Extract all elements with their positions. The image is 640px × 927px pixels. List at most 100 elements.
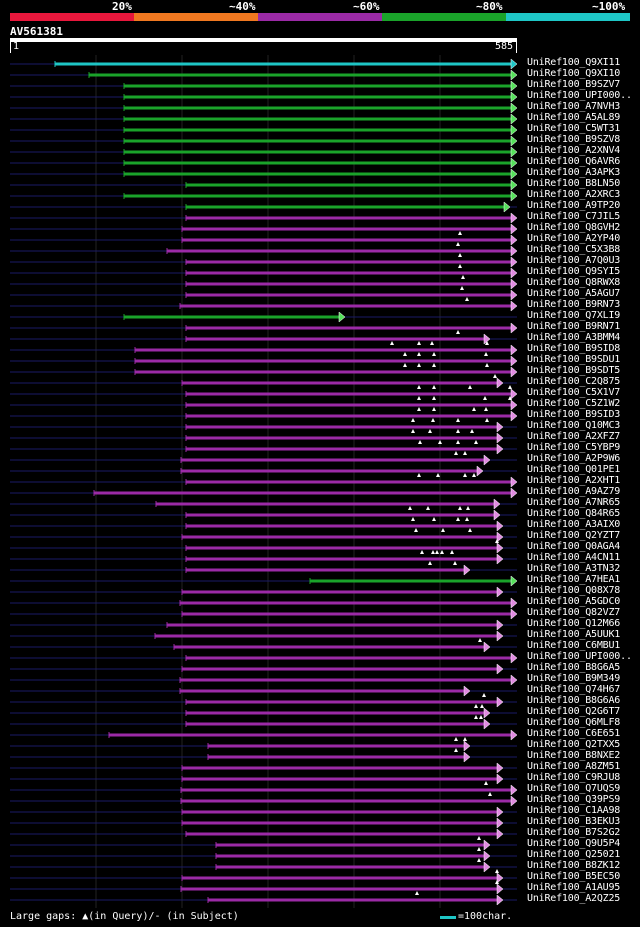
hit-label[interactable]: UniRef100_Q01PE1 — [527, 464, 621, 475]
hit-arrow-icon — [496, 883, 504, 895]
hit-label[interactable]: UniRef100_A5AL89 — [527, 112, 621, 123]
hit-label[interactable]: UniRef100_C6MBU1 — [527, 640, 621, 651]
hit-label[interactable]: UniRef100_C6E651 — [527, 728, 621, 739]
hit-label[interactable]: UniRef100_C5Z1W2 — [527, 398, 621, 409]
hit-label[interactable]: UniRef100_B8G6A6 — [527, 695, 621, 706]
hit-label[interactable]: UniRef100_Q9SYI5 — [527, 266, 621, 277]
hit-label[interactable]: UniRef100_A4CN11 — [527, 552, 621, 563]
query-gap-icon — [408, 506, 412, 510]
hit-label[interactable]: UniRef100_A2XRC3 — [527, 189, 621, 200]
hit-label[interactable]: UniRef100_Q7XLI9 — [527, 310, 621, 321]
hit-label[interactable]: UniRef100_B9SDT5 — [527, 365, 621, 376]
hit-label[interactable]: UniRef100_Q8GVH2 — [527, 222, 621, 233]
query-gap-icon — [456, 242, 460, 246]
hit-label[interactable]: UniRef100_B8G6A5 — [527, 662, 621, 673]
hit-label[interactable]: UniRef100_Q9XI11 — [527, 57, 621, 68]
hit-label[interactable]: UniRef100_B9SDU1 — [527, 354, 621, 365]
hit-label[interactable]: UniRef100_B9RN71 — [527, 321, 621, 332]
hit-label[interactable]: UniRef100_C5X3B8 — [527, 244, 621, 255]
query-gap-icon — [415, 891, 419, 895]
hit-label[interactable]: UniRef100_A8ZM51 — [527, 761, 621, 772]
hit-label[interactable]: UniRef100_A5AGU7 — [527, 288, 621, 299]
hit-label[interactable]: UniRef100_A3BMM4 — [527, 332, 621, 343]
hit-label[interactable]: UniRef100_Q82VZ7 — [527, 607, 621, 618]
hit-label[interactable]: UniRef100_A1AU95 — [527, 882, 621, 893]
hit-arrow-icon — [510, 157, 518, 169]
query-gap-icon — [478, 638, 482, 642]
hit-label[interactable]: UniRef100_B9RN73 — [527, 299, 621, 310]
hit-label[interactable]: UniRef100_B9SZV8 — [527, 134, 621, 145]
hit-label[interactable]: UniRef100_C5YBP9 — [527, 442, 621, 453]
hit-label[interactable]: UniRef100_C5X1V7 — [527, 387, 621, 398]
hit-arrow-icon — [510, 278, 518, 290]
hit-label[interactable]: UniRef100_Q74H67 — [527, 684, 621, 695]
hit-label[interactable]: UniRef100_C9RJU8 — [527, 772, 621, 783]
hit-label[interactable]: UniRef100_A3APK3 — [527, 167, 621, 178]
hit-label[interactable]: UniRef100_Q2TXX5 — [527, 739, 621, 750]
hit-label[interactable]: UniRef100_C5WT31 — [527, 123, 621, 134]
hit-label[interactable]: UniRef100_Q2G6T7 — [527, 706, 621, 717]
hit-label[interactable]: UniRef100_UPI000.. — [527, 90, 632, 101]
hit-label[interactable]: UniRef100_A3AIX0 — [527, 519, 621, 530]
hit-label[interactable]: UniRef100_Q0AGA4 — [527, 541, 621, 552]
hit-label[interactable]: UniRef100_Q25021 — [527, 849, 621, 860]
hit-label[interactable]: UniRef100_B7S2G2 — [527, 827, 621, 838]
query-gap-icon — [417, 396, 421, 400]
hit-label[interactable]: UniRef100_UPI000.. — [527, 651, 632, 662]
hit-arrow-icon — [496, 894, 504, 906]
hit-label[interactable]: UniRef100_Q10MC3 — [527, 420, 621, 431]
hit-label[interactable]: UniRef100_Q8RWX8 — [527, 277, 621, 288]
hit-arrow-icon — [493, 509, 501, 521]
hit-label[interactable]: UniRef100_Q12M66 — [527, 618, 621, 629]
hit-label[interactable]: UniRef100_A9TP20 — [527, 200, 621, 211]
query-gap-icon — [403, 363, 407, 367]
hit-label[interactable]: UniRef100_A7HEA1 — [527, 574, 621, 585]
hit-label[interactable]: UniRef100_C7JIL5 — [527, 211, 621, 222]
hit-label[interactable]: UniRef100_A2XFZ7 — [527, 431, 621, 442]
query-gap-icon — [485, 341, 489, 345]
hit-label[interactable]: UniRef100_B9SZV7 — [527, 79, 621, 90]
hit-label[interactable]: UniRef100_C2Q875 — [527, 376, 621, 387]
hit-label[interactable]: UniRef100_A7NVH3 — [527, 101, 621, 112]
query-gap-icon — [426, 506, 430, 510]
hit-label[interactable]: UniRef100_A2QZ25 — [527, 893, 621, 904]
hit-label[interactable]: UniRef100_C1AA98 — [527, 805, 621, 816]
hit-arrow-icon — [510, 388, 518, 400]
hit-arrow-icon — [510, 245, 518, 257]
hit-label[interactable]: UniRef100_Q6MLF8 — [527, 717, 621, 728]
hit-label[interactable]: UniRef100_B8ZK12 — [527, 860, 621, 871]
hit-label[interactable]: UniRef100_B8LN50 — [527, 178, 621, 189]
query-gap-icon — [432, 352, 436, 356]
hit-label[interactable]: UniRef100_A2P9W6 — [527, 453, 621, 464]
hit-label[interactable]: UniRef100_A5GDC0 — [527, 596, 621, 607]
hit-label[interactable]: UniRef100_Q08X78 — [527, 585, 621, 596]
query-gap-icon — [493, 374, 497, 378]
hit-label[interactable]: UniRef100_A2XNV4 — [527, 145, 621, 156]
hit-label[interactable]: UniRef100_B8NXE2 — [527, 750, 621, 761]
hit-label[interactable]: UniRef100_Q7UQS9 — [527, 783, 621, 794]
query-gap-icon — [484, 781, 488, 785]
hit-label[interactable]: UniRef100_A5UUK1 — [527, 629, 621, 640]
hit-label[interactable]: UniRef100_Q2YZT7 — [527, 530, 621, 541]
query-gap-icon — [417, 407, 421, 411]
hit-label[interactable]: UniRef100_Q9XI10 — [527, 68, 621, 79]
hit-label[interactable]: UniRef100_B5EC50 — [527, 871, 621, 882]
hit-arrow-icon — [496, 630, 504, 642]
hit-label[interactable]: UniRef100_Q6AVR6 — [527, 156, 621, 167]
hit-arrow-icon — [496, 542, 504, 554]
hit-label[interactable]: UniRef100_A9AZ79 — [527, 486, 621, 497]
hit-label[interactable]: UniRef100_A2XHT1 — [527, 475, 621, 486]
query-gap-icon — [431, 550, 435, 554]
hit-label[interactable]: UniRef100_A3TN32 — [527, 563, 621, 574]
hit-label[interactable]: UniRef100_Q39PS9 — [527, 794, 621, 805]
hit-label[interactable]: UniRef100_B3EKU3 — [527, 816, 621, 827]
hit-label[interactable]: UniRef100_A2YP40 — [527, 233, 621, 244]
hit-label[interactable]: UniRef100_A7Q0U3 — [527, 255, 621, 266]
hit-label[interactable]: UniRef100_B9SID8 — [527, 343, 621, 354]
hit-label[interactable]: UniRef100_B9M349 — [527, 673, 621, 684]
hit-label[interactable]: UniRef100_A7NR65 — [527, 497, 621, 508]
hit-label[interactable]: UniRef100_B9SID3 — [527, 409, 621, 420]
hit-label[interactable]: UniRef100_Q84R65 — [527, 508, 621, 519]
query-gap-icon — [463, 473, 467, 477]
hit-label[interactable]: UniRef100_Q9U5P4 — [527, 838, 621, 849]
